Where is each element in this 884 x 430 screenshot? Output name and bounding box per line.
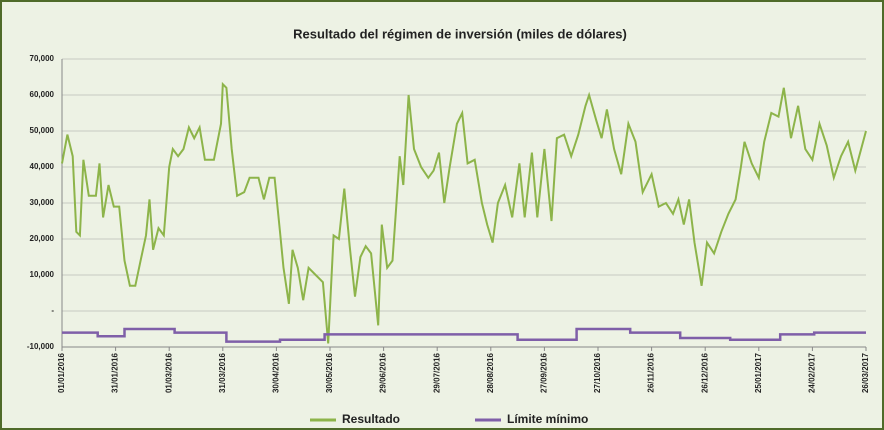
x-tick-label: 30/05/2016: [325, 352, 334, 393]
legend-label: Límite mínimo: [507, 412, 588, 426]
x-tick-label: 28/08/2016: [486, 352, 495, 393]
x-tick-label: 01/01/2016: [57, 352, 66, 393]
legend-label: Resultado: [342, 412, 400, 426]
y-tick-label: 60,000: [30, 90, 55, 99]
x-tick-label: 29/07/2016: [432, 352, 441, 393]
chart-title: Resultado del régimen de inversión (mile…: [293, 26, 627, 41]
y-tick-label: 30,000: [30, 198, 55, 207]
y-tick-label: 50,000: [30, 126, 55, 135]
y-tick-label: 20,000: [30, 234, 55, 243]
y-tick-label: -10,000: [27, 342, 55, 351]
x-tick-label: 26/03/2017: [861, 352, 870, 393]
x-tick-label: 31/03/2016: [218, 352, 227, 393]
line-series: [62, 327, 866, 343]
x-tick-label: 24/02/2017: [808, 352, 817, 393]
y-tick-label: 40,000: [30, 162, 55, 171]
x-tick-label: 27/10/2016: [593, 352, 602, 393]
x-tick-label: 25/01/2017: [754, 352, 763, 393]
x-tick-label: 01/03/2016: [164, 352, 173, 393]
x-tick-label: 27/09/2016: [540, 352, 549, 393]
y-tick-label: -: [51, 306, 54, 315]
line-series: [61, 81, 867, 344]
y-tick-label: 70,000: [30, 54, 55, 63]
x-tick-label: 31/01/2016: [111, 352, 120, 393]
x-tick-label: 29/06/2016: [379, 352, 388, 393]
x-tick-label: 30/04/2016: [272, 352, 281, 393]
x-tick-label: 26/11/2016: [647, 352, 656, 392]
y-tick-label: 10,000: [30, 270, 55, 279]
x-tick-label: 26/12/2016: [700, 352, 709, 393]
